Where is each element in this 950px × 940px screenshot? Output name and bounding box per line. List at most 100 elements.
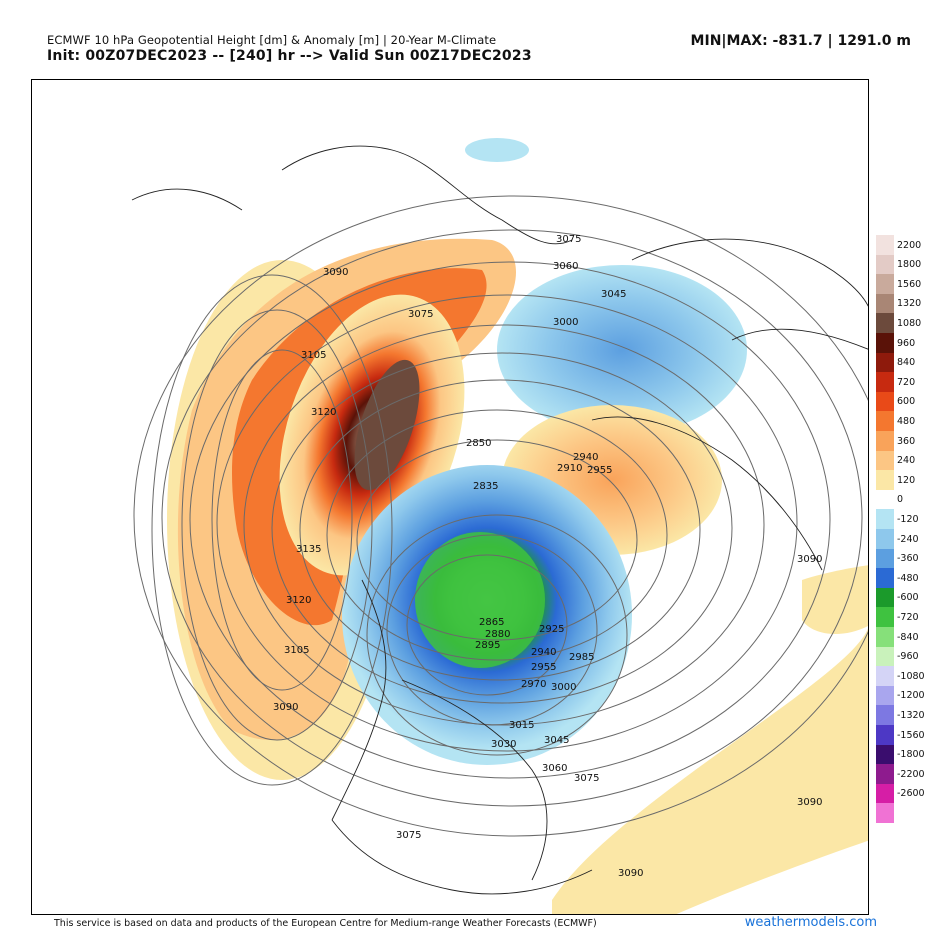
colorbar-tick-label: 120 bbox=[897, 474, 916, 486]
colorbar-tick-label: 240 bbox=[897, 455, 916, 467]
colorbar-swatch bbox=[876, 274, 894, 295]
contour-label: 2940 bbox=[573, 452, 598, 463]
contour-label: 3105 bbox=[301, 350, 326, 361]
colorbar-swatch bbox=[876, 529, 894, 549]
colorbar-swatch bbox=[876, 470, 894, 491]
min-max-readout: MIN|MAX: -831.7 | 1291.0 m bbox=[690, 33, 911, 49]
contour-line bbox=[181, 309, 373, 741]
contour-line bbox=[243, 324, 765, 726]
colorbar-tick-label: -1080 bbox=[897, 670, 925, 682]
colorbar-swatch bbox=[876, 627, 894, 647]
colorbar-swatch bbox=[876, 450, 894, 471]
contour-line bbox=[216, 294, 798, 752]
brand-link[interactable]: weathermodels.com bbox=[744, 915, 877, 930]
colorbar-tick-label: 960 bbox=[897, 337, 916, 349]
negative-anomaly-arctic bbox=[465, 138, 529, 162]
colorbar-tick-label: 2200 bbox=[897, 239, 922, 251]
contour-label: 3000 bbox=[551, 682, 576, 693]
colorbar-tick-label: 1800 bbox=[897, 259, 922, 271]
contour-label: 3075 bbox=[396, 830, 421, 841]
positive-anomaly-max bbox=[354, 359, 420, 491]
contour-label: 2880 bbox=[485, 629, 510, 640]
contour-line bbox=[133, 195, 868, 837]
contour-labels: 3075 3060 3090 3045 3075 3000 3105 3120 2850 2940… bbox=[273, 234, 822, 879]
colorbar-tick-label: -720 bbox=[897, 612, 919, 623]
colorbar-swatch bbox=[876, 509, 894, 530]
contour-label: 3090 bbox=[797, 797, 822, 808]
contour-label: 3045 bbox=[544, 735, 569, 746]
height-contours bbox=[133, 195, 868, 837]
map-svg: 3075 3060 3090 3045 3075 3000 3105 3120 2850 2940… bbox=[131, 138, 868, 914]
colorbar-swatch bbox=[876, 587, 894, 608]
contour-label: 3105 bbox=[284, 645, 309, 656]
colorbar-swatch bbox=[876, 548, 894, 569]
colorbar-swatch bbox=[876, 391, 894, 412]
colorbar-tick-label: 600 bbox=[897, 396, 916, 408]
colorbar-tick-label: -1560 bbox=[897, 729, 925, 741]
contour-label: 3075 bbox=[574, 773, 599, 784]
contour-label: 3075 bbox=[556, 234, 581, 245]
colorbar-swatch bbox=[876, 725, 894, 745]
colorbar-swatch bbox=[876, 411, 894, 432]
colorbar-swatch bbox=[876, 803, 894, 824]
colorbar-tick-label: 1560 bbox=[897, 278, 922, 290]
contour-label: 3015 bbox=[509, 720, 534, 731]
contour-label: 3090 bbox=[797, 554, 822, 565]
contour-label: 3060 bbox=[542, 763, 567, 774]
contour-line bbox=[161, 229, 863, 807]
contour-label: 3000 bbox=[553, 317, 578, 328]
colorbar-swatch bbox=[876, 489, 894, 510]
contour-line bbox=[189, 261, 831, 779]
contour-label: 2865 bbox=[479, 617, 504, 628]
colorbar-swatch bbox=[876, 254, 894, 275]
colorbar-swatch bbox=[876, 666, 894, 687]
contour-label: 2955 bbox=[531, 662, 556, 673]
contour-label: 2835 bbox=[473, 481, 498, 492]
contour-line bbox=[211, 349, 353, 691]
colorbar-tick-label: -600 bbox=[897, 592, 919, 604]
colorbar-tick-label: -2200 bbox=[897, 768, 925, 780]
coastlines bbox=[131, 145, 868, 895]
contour-line bbox=[356, 439, 638, 641]
coastline bbox=[631, 238, 868, 307]
negative-anomaly-siberia bbox=[497, 265, 747, 435]
colorbar-tick-label: -360 bbox=[897, 553, 919, 565]
contour-label: 2970 bbox=[521, 679, 546, 690]
contour-label: 3135 bbox=[296, 544, 321, 555]
contour-line bbox=[406, 554, 568, 696]
contour-label: 3090 bbox=[273, 702, 298, 713]
colorbar-tick-label: -1800 bbox=[897, 749, 925, 761]
contour-line bbox=[151, 274, 393, 786]
contour-label: 2955 bbox=[587, 465, 612, 476]
colorbar-tick-label: -240 bbox=[897, 533, 919, 545]
contour-label: 3120 bbox=[311, 407, 336, 418]
data-credit: This service is based on data and produc… bbox=[54, 918, 597, 929]
colorbar-swatch bbox=[876, 568, 894, 589]
colorbar-swatch bbox=[876, 744, 894, 765]
colorbar-tick-label: -2600 bbox=[897, 788, 925, 800]
chart-subtitle: Init: 00Z07DEC2023 -- [240] hr --> Valid… bbox=[47, 48, 532, 64]
contour-line bbox=[299, 379, 701, 681]
contour-label: 3120 bbox=[286, 595, 311, 606]
colorbar-tick-label: 840 bbox=[897, 357, 916, 369]
coastline bbox=[401, 679, 548, 881]
chart-title: ECMWF 10 hPa Geopotential Height [dm] & … bbox=[47, 33, 497, 47]
positive-anomaly-atlantic-north bbox=[802, 565, 868, 635]
colorbar-swatch bbox=[876, 333, 894, 353]
contour-label: 2850 bbox=[466, 438, 491, 449]
colorbar-tick-label: 0 bbox=[897, 494, 904, 506]
colorbar-swatch bbox=[876, 352, 894, 373]
colorbar-swatch bbox=[876, 705, 894, 726]
coastline bbox=[731, 328, 868, 350]
colorbar-swatch bbox=[876, 764, 894, 785]
coastline bbox=[131, 188, 243, 211]
colorbar-swatch bbox=[876, 646, 894, 667]
coastline bbox=[281, 145, 573, 245]
contour-label: 2925 bbox=[539, 624, 564, 635]
positive-anomaly-atlantic bbox=[552, 628, 868, 914]
colorbar-swatch bbox=[876, 313, 894, 334]
contour-label: 3030 bbox=[491, 739, 516, 750]
coastline bbox=[331, 579, 387, 821]
colorbar-swatch bbox=[876, 372, 894, 393]
colorbar-tick-label: -840 bbox=[897, 631, 919, 643]
